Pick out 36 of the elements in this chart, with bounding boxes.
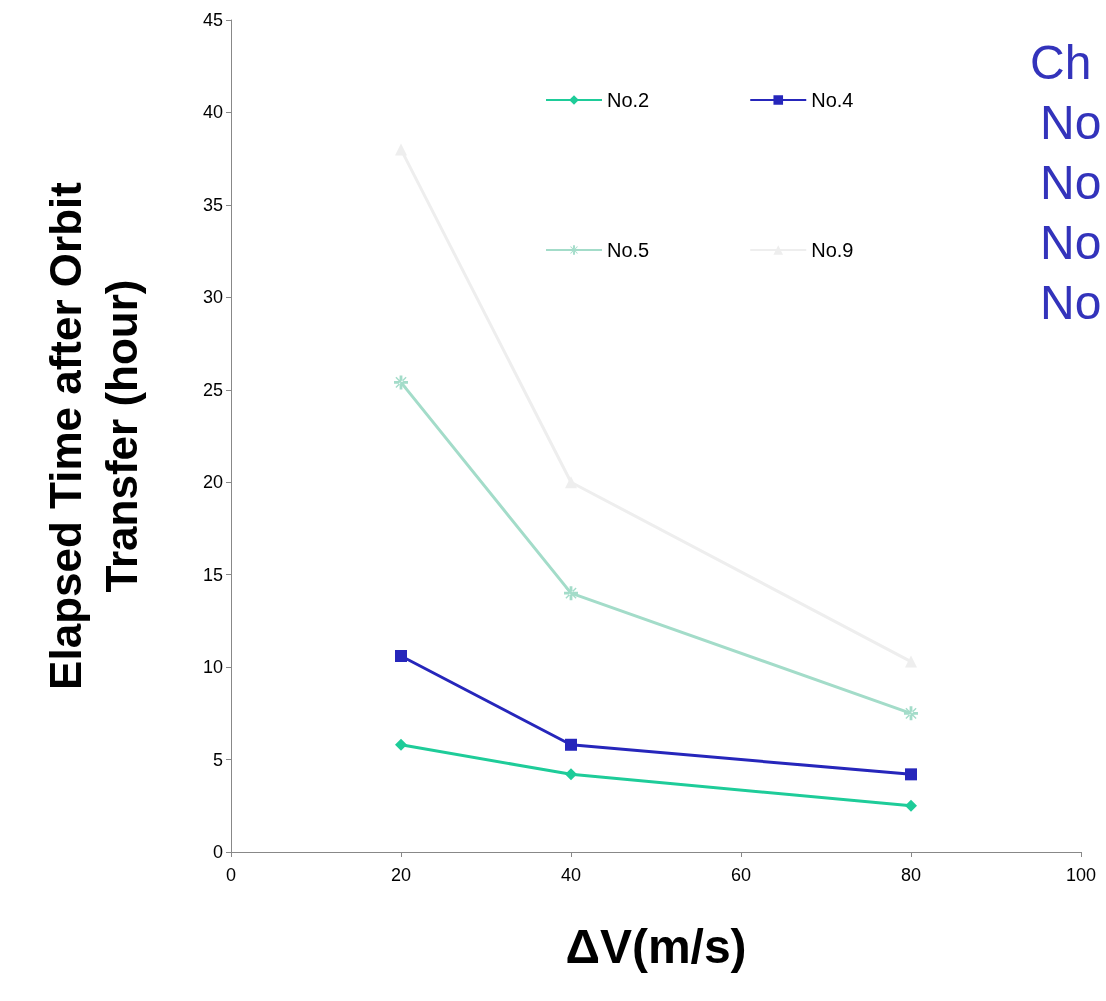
point <box>905 768 917 781</box>
annotation: No <box>1040 95 1102 149</box>
point <box>904 706 918 721</box>
x-tick-label: 40 <box>560 865 582 885</box>
y-tick-label: 20 <box>202 472 223 493</box>
y-tick-label: 45 <box>202 10 223 30</box>
point <box>565 738 577 751</box>
point <box>905 799 917 812</box>
x-tick-label: 20 <box>390 865 412 885</box>
y-tick-label: 15 <box>202 564 223 585</box>
y-tick-label: 5 <box>212 749 223 770</box>
x-tick-label: 100 <box>1065 865 1097 885</box>
point <box>395 738 407 751</box>
point <box>394 375 408 390</box>
y-tick-label: 25 <box>202 379 223 400</box>
y-tick-label: 10 <box>202 657 223 678</box>
x-tick-label: 0 <box>225 865 237 885</box>
x-axis-title: ΔV(m/s) <box>565 919 747 973</box>
annotation: No <box>1040 155 1102 209</box>
x-tick-label: 60 <box>730 865 752 885</box>
annotation: No <box>1040 275 1102 329</box>
legend-label: No.4 <box>811 89 854 111</box>
point <box>565 768 577 781</box>
y-tick-label: 35 <box>202 194 223 215</box>
y-tick-label: 40 <box>202 102 223 123</box>
legend-label: No.2 <box>607 89 650 111</box>
annotation: No <box>1040 215 1102 269</box>
y-tick-label: 30 <box>202 287 223 308</box>
legend-label: No.5 <box>607 239 650 261</box>
x-tick-label: 80 <box>900 865 922 885</box>
legend-label: No.9 <box>811 239 854 261</box>
annotation: Ch <box>1030 35 1092 89</box>
point <box>395 650 407 663</box>
y-axis-title: Elapsed Time after Orbit Transfer (hour) <box>40 181 146 690</box>
point <box>564 586 578 601</box>
y-tick-label: 0 <box>212 842 223 862</box>
